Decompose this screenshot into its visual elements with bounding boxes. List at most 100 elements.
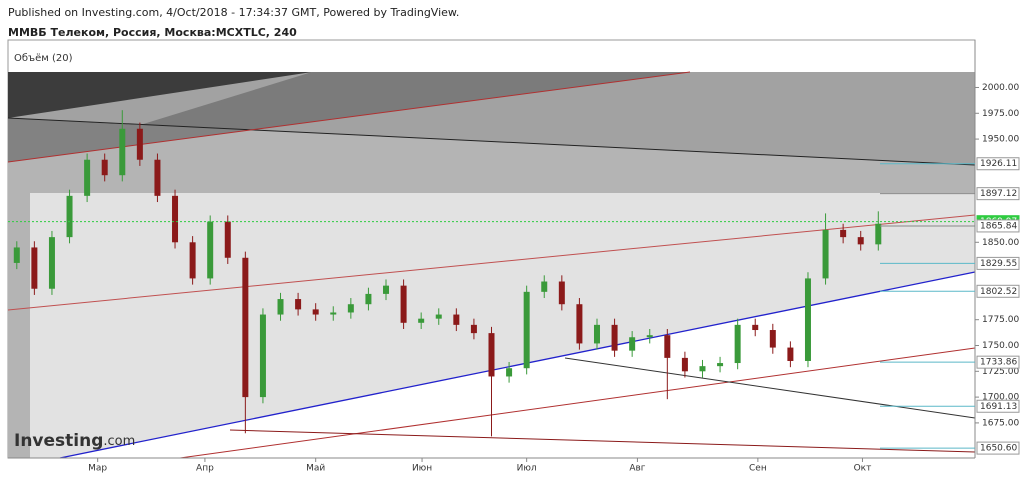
- x-tick-label: Мар: [88, 464, 107, 474]
- candle-body: [13, 247, 20, 263]
- level-label: 1691.13: [980, 402, 1017, 412]
- x-tick-label: Май: [306, 464, 325, 474]
- candle-body: [453, 314, 460, 325]
- candle-body: [295, 299, 302, 310]
- logo-suffix: .com: [103, 434, 135, 449]
- candle-body: [857, 237, 864, 245]
- candle-body: [523, 291, 530, 369]
- candle-body: [804, 278, 811, 361]
- published-note: Published on Investing.com, 4/Oct/2018 -…: [8, 6, 459, 19]
- candle-body: [277, 299, 284, 315]
- candle-body: [48, 237, 55, 289]
- level-badge: [976, 284, 1020, 298]
- candle-body: [717, 363, 724, 367]
- candle-body: [506, 368, 513, 377]
- y-tick-label: 1725.00: [982, 367, 1019, 377]
- x-tick-label: Апр: [196, 464, 214, 474]
- candle-body: [629, 337, 636, 351]
- y-tick-label: 1700.00: [982, 393, 1019, 403]
- x-tick-label: Июн: [412, 464, 432, 474]
- x-tick-label: Сен: [749, 464, 767, 474]
- candle-body: [66, 195, 73, 238]
- candle-body: [347, 304, 354, 313]
- trend-line: [7, 214, 976, 311]
- level-label: 1926.11: [980, 159, 1017, 169]
- trend-line: [564, 357, 976, 419]
- candle-body: [664, 335, 671, 358]
- level-badge: [976, 219, 1020, 233]
- volume-label: Объём (20): [14, 53, 73, 64]
- candle-body: [699, 366, 706, 372]
- level-label: 1733.86: [980, 358, 1017, 368]
- trend-line: [59, 271, 976, 459]
- level-label: 1865.84: [980, 221, 1017, 231]
- candle-body: [84, 159, 91, 196]
- candle-body: [172, 195, 179, 243]
- logo: Investing.com: [14, 431, 135, 451]
- logo-text: Investing: [14, 431, 103, 451]
- candle-body: [470, 324, 477, 334]
- x-tick-label: Июл: [517, 464, 537, 474]
- level-label: 1829.55: [980, 259, 1017, 269]
- x-tick-label: Авг: [629, 464, 645, 474]
- level-badge: [976, 256, 1020, 270]
- background-drawings: [7, 39, 1024, 477]
- zone: [30, 193, 975, 458]
- candle-body: [154, 159, 161, 196]
- y-tick-label: 1950.00: [982, 135, 1019, 145]
- candle-body: [734, 324, 741, 364]
- trend-line: [7, 117, 976, 166]
- x-tick-label: Окт: [854, 464, 872, 474]
- candle-body: [875, 223, 882, 245]
- y-tick-label: 1750.00: [982, 341, 1019, 351]
- candle-body: [611, 324, 618, 351]
- level-badge: [976, 399, 1020, 413]
- candle-body: [787, 347, 794, 361]
- level-badge: [976, 157, 1020, 171]
- candle-body: [488, 333, 495, 377]
- candle-body: [558, 281, 565, 305]
- candle-body: [312, 309, 319, 315]
- level-label: 1650.60: [980, 444, 1017, 454]
- candle-body: [541, 281, 548, 292]
- candle-body: [330, 312, 337, 315]
- candle-body: [576, 304, 583, 344]
- symbol-title: ММВБ Телеком, Россия, Москва:MCXTLC, 240: [8, 26, 297, 39]
- candle-body: [769, 330, 776, 348]
- zone: [8, 72, 312, 118]
- candle-body: [224, 221, 231, 258]
- candle-body: [383, 285, 390, 294]
- y-tick-label: 1675.00: [982, 418, 1019, 428]
- candle-body: [242, 257, 249, 398]
- candle-body: [189, 242, 196, 279]
- level-badge: [976, 187, 1020, 201]
- candle-body: [752, 324, 759, 331]
- level-badge: [976, 441, 1020, 455]
- candle-body: [435, 314, 442, 319]
- candle-body: [136, 128, 143, 160]
- candle-body: [365, 293, 372, 305]
- candle-body: [593, 324, 600, 344]
- level-badge: [976, 355, 1020, 369]
- candle-body: [681, 357, 688, 372]
- y-tick-label: 2000.00: [982, 83, 1019, 93]
- level-label: 1897.12: [980, 189, 1017, 199]
- candle-body: [400, 285, 407, 323]
- candle-body: [259, 314, 266, 398]
- candle-body: [119, 128, 126, 176]
- candle-body: [822, 229, 829, 279]
- trend-line: [179, 347, 976, 459]
- level-label: 1802.52: [980, 287, 1017, 297]
- trend-line: [229, 429, 976, 453]
- zone: [8, 72, 975, 458]
- y-tick-label: 1975.00: [982, 109, 1019, 119]
- candle-body: [646, 335, 653, 338]
- y-tick-label: 1850.00: [982, 238, 1019, 248]
- candle-body: [207, 221, 214, 279]
- candle-body: [418, 318, 425, 323]
- candle-body: [101, 159, 108, 176]
- y-tick-label: 1775.00: [982, 315, 1019, 325]
- candle-body: [31, 247, 38, 289]
